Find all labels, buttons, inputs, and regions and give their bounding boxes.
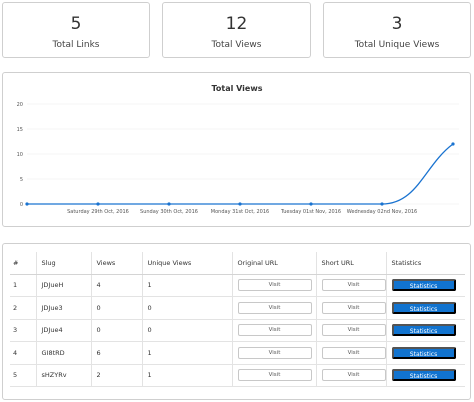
data-point: [167, 202, 171, 206]
y-tick-label: 0: [20, 202, 23, 208]
row-statistics: Statistics: [385, 364, 465, 387]
row-original-url: Visit: [231, 364, 316, 387]
stat-value: 12: [225, 14, 248, 34]
data-point: [96, 202, 100, 206]
y-tick-label: 20: [17, 102, 23, 108]
header-views: Views: [90, 252, 142, 275]
table-row: 4 GI8tRD 6 1 Visit Visit Statistics: [10, 341, 465, 365]
links-table: # Slug Views Unique Views Original URL S…: [10, 252, 465, 387]
original-url-visit-button[interactable]: Visit: [237, 324, 312, 337]
header-slug: Slug: [35, 252, 91, 275]
row-number: 1: [10, 274, 36, 297]
short-url-visit-button[interactable]: Visit: [321, 346, 386, 359]
row-original-url: Visit: [231, 341, 316, 365]
row-views: 0: [90, 319, 142, 342]
row-unique-views: 1: [141, 274, 232, 297]
row-views: 4: [90, 274, 142, 297]
row-slug: JDJue4: [35, 319, 91, 342]
row-number: 3: [10, 319, 36, 342]
short-url-visit-button[interactable]: Visit: [321, 324, 386, 337]
x-tick-label: Saturday 29th Oct, 2016: [67, 209, 129, 215]
row-short-url: Visit: [315, 319, 386, 342]
row-slug: JDJueH: [35, 274, 91, 297]
stat-label: Total Links: [52, 40, 100, 50]
stat-value: 3: [391, 14, 403, 34]
stat-card-total-views: 12 Total Views: [162, 2, 311, 58]
original-url-visit-button[interactable]: Visit: [237, 301, 312, 314]
header-unique-views: Unique Views: [141, 252, 232, 275]
table-row: 3 JDJue4 0 0 Visit Visit Statistics: [10, 319, 465, 342]
y-tick-label: 5: [20, 177, 23, 183]
x-tick-label: Sunday 30th Oct, 2016: [140, 209, 198, 215]
stat-label: Total Unique Views: [354, 40, 440, 50]
row-unique-views: 0: [141, 319, 232, 342]
row-original-url: Visit: [231, 319, 316, 342]
row-short-url: Visit: [315, 274, 386, 297]
statistics-button[interactable]: Statistics: [391, 346, 456, 359]
short-url-visit-button[interactable]: Visit: [321, 279, 386, 292]
row-views: 0: [90, 296, 142, 320]
row-statistics: Statistics: [385, 341, 465, 365]
row-original-url: Visit: [231, 274, 316, 297]
header-short-url: Short URL: [315, 252, 386, 275]
series-line: [27, 143, 454, 205]
row-short-url: Visit: [315, 341, 386, 365]
statistics-button[interactable]: Statistics: [391, 301, 456, 314]
original-url-visit-button[interactable]: Visit: [237, 346, 312, 359]
y-tick-label: 10: [17, 152, 23, 158]
data-point: [238, 202, 242, 206]
row-views: 6: [90, 341, 142, 365]
links-table-card: # Slug Views Unique Views Original URL S…: [2, 243, 471, 400]
stat-value: 5: [70, 14, 82, 34]
statistics-button[interactable]: Statistics: [391, 369, 456, 382]
data-point: [309, 202, 313, 206]
data-point: [451, 142, 455, 146]
row-statistics: Statistics: [385, 296, 465, 320]
header-original-url: Original URL: [231, 252, 316, 275]
short-url-visit-button[interactable]: Visit: [321, 369, 386, 382]
x-tick-label: Tuesday 01st Nov, 2016: [280, 209, 341, 215]
row-statistics: Statistics: [385, 274, 465, 297]
statistics-button[interactable]: Statistics: [391, 324, 456, 337]
table-row: 5 sHZYRv 2 1 Visit Visit Statistics: [10, 364, 465, 387]
stat-card-total-links: 5 Total Links: [2, 2, 150, 58]
table-row: 2 JDJue3 0 0 Visit Visit Statistics: [10, 296, 465, 320]
header-statistics: Statistics: [385, 252, 465, 275]
x-tick-label: Wednesday 02nd Nov, 2016: [347, 209, 418, 215]
row-slug: JDJue3: [35, 296, 91, 320]
stat-label: Total Views: [211, 40, 262, 50]
row-statistics: Statistics: [385, 319, 465, 342]
original-url-visit-button[interactable]: Visit: [237, 279, 312, 292]
row-unique-views: 1: [141, 341, 232, 365]
table-row: 1 JDJueH 4 1 Visit Visit Statistics: [10, 274, 465, 297]
original-url-visit-button[interactable]: Visit: [237, 369, 312, 382]
row-slug: sHZYRv: [35, 364, 91, 387]
total-views-chart: Total Views 0 5 10 15 20 Saturday 29th Oct, 2…: [17, 84, 459, 215]
row-short-url: Visit: [315, 296, 386, 320]
row-number: 4: [10, 341, 36, 365]
stat-card-total-unique-views: 3 Total Unique Views: [323, 2, 471, 58]
row-number: 5: [10, 364, 36, 387]
row-unique-views: 1: [141, 364, 232, 387]
row-short-url: Visit: [315, 364, 386, 387]
row-slug: GI8tRD: [35, 341, 91, 365]
row-views: 2: [90, 364, 142, 387]
statistics-button[interactable]: Statistics: [391, 279, 456, 292]
row-original-url: Visit: [231, 296, 316, 320]
total-views-chart-card: Total Views 0 5 10 15 20 Saturday 29th Oct, 2…: [2, 72, 471, 227]
chart-title: Total Views: [211, 84, 262, 93]
data-point: [380, 202, 384, 206]
table-header-row: # Slug Views Unique Views Original URL S…: [10, 252, 465, 275]
data-point: [25, 202, 29, 206]
short-url-visit-button[interactable]: Visit: [321, 301, 386, 314]
row-unique-views: 0: [141, 296, 232, 320]
header-number: #: [10, 252, 36, 275]
x-tick-label: Monday 31st Oct, 2016: [211, 209, 269, 215]
row-number: 2: [10, 296, 36, 320]
y-tick-label: 15: [17, 127, 23, 133]
